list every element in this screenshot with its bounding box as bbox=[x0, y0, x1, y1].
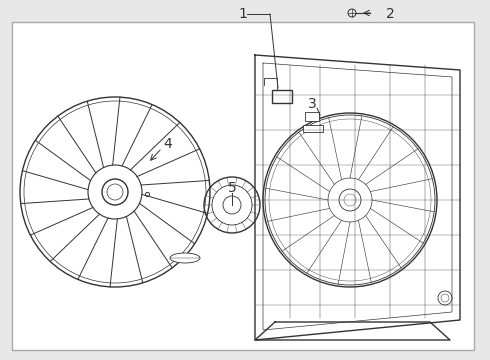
Ellipse shape bbox=[170, 253, 200, 263]
Bar bbox=[303, 125, 323, 132]
Text: 3: 3 bbox=[308, 97, 317, 111]
Text: 2: 2 bbox=[386, 7, 394, 21]
Text: 4: 4 bbox=[164, 137, 172, 151]
Bar bbox=[305, 112, 319, 121]
Text: 1: 1 bbox=[239, 7, 247, 21]
Bar bbox=[272, 90, 292, 103]
Text: 5: 5 bbox=[228, 181, 236, 195]
